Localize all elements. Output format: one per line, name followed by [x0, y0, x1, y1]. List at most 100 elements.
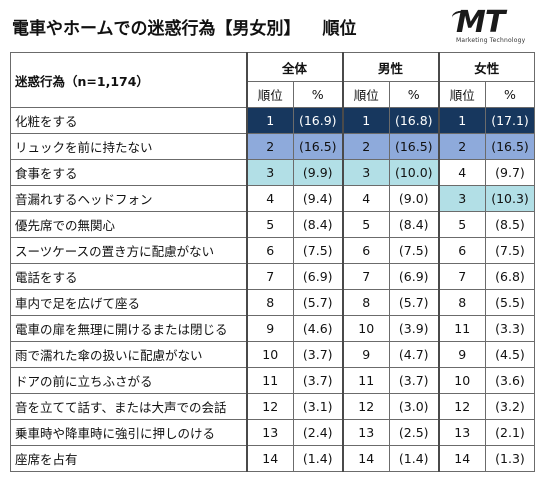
rank-cell-female: 7 — [437, 263, 486, 290]
rank-cell-male: 12 — [341, 393, 390, 420]
rank-cell-female: 1 — [437, 107, 486, 134]
rank-cell-total: 11 — [245, 367, 294, 394]
rank-cell-total: 5 — [245, 211, 294, 238]
rank-cell-male: 3 — [341, 159, 390, 186]
pct-cell-female: (5.5) — [485, 289, 535, 316]
table-row: 雨で濡れた傘の扱いに配慮がない 10 (3.7) 9 (4.7) 9 (4.5) — [10, 341, 535, 368]
rank-cell-total: 3 — [245, 159, 294, 186]
pct-cell-total: (16.5) — [293, 133, 343, 160]
pct-cell-female: (6.8) — [485, 263, 535, 290]
pct-cell-male: (1.4) — [389, 445, 439, 472]
pct-cell-female: (10.3) — [485, 185, 535, 212]
rank-cell-female: 4 — [437, 159, 486, 186]
pct-cell-female: (9.7) — [485, 159, 535, 186]
title-main: 電車やホームでの迷惑行為【男女別】 — [12, 19, 301, 39]
title-rank: 順位 — [322, 19, 357, 39]
pct-cell-female: (3.2) — [485, 393, 535, 420]
rank-cell-female: 13 — [437, 419, 486, 446]
rank-cell-female: 10 — [437, 367, 486, 394]
pct-cell-male: (6.9) — [389, 263, 439, 290]
rank-cell-total: 9 — [245, 315, 294, 342]
ranking-table: 迷惑行為（n=1,174） 全体 男性 女性 順位 % 順位 % 順位 % 化粧… — [10, 52, 535, 472]
row-label: 音を立てて話す、または大声での会話 — [10, 393, 247, 420]
subheader-pct-female: % — [485, 81, 535, 108]
table-row: 音を立てて話す、または大声での会話 12 (3.1) 12 (3.0) 12 (3.2) — [10, 393, 535, 420]
pct-cell-male: (16.8) — [389, 107, 439, 134]
pct-cell-total: (9.4) — [293, 185, 343, 212]
row-label: 優先席での無関心 — [10, 211, 247, 238]
rank-cell-male: 1 — [341, 107, 390, 134]
pct-cell-total: (5.7) — [293, 289, 343, 316]
row-label: 音漏れするヘッドフォン — [10, 185, 247, 212]
row-label: 雨で濡れた傘の扱いに配慮がない — [10, 341, 247, 368]
pct-cell-male: (9.0) — [389, 185, 439, 212]
pct-cell-female: (3.6) — [485, 367, 535, 394]
group-header-male: 男性 — [341, 52, 439, 82]
pct-cell-total: (1.4) — [293, 445, 343, 472]
pct-cell-male: (2.5) — [389, 419, 439, 446]
rank-cell-male: 5 — [341, 211, 390, 238]
pct-cell-total: (8.4) — [293, 211, 343, 238]
table-row: 食事をする 3 (9.9) 3 (10.0) 4 (9.7) — [10, 159, 535, 186]
rank-cell-male: 10 — [341, 315, 390, 342]
table-row: リュックを前に持たない 2 (16.5) 2 (16.5) 2 (16.5) — [10, 133, 535, 160]
row-label: 化粧をする — [10, 107, 247, 134]
table-row: 電話をする 7 (6.9) 7 (6.9) 7 (6.8) — [10, 263, 535, 290]
subheader-pct-total: % — [293, 81, 343, 108]
row-label: 食事をする — [10, 159, 247, 186]
pct-cell-male: (3.7) — [389, 367, 439, 394]
rank-cell-female: 3 — [437, 185, 486, 212]
rank-cell-female: 2 — [437, 133, 486, 160]
rank-cell-total: 7 — [245, 263, 294, 290]
rank-cell-male: 8 — [341, 289, 390, 316]
table-row: 乗車時や降車時に強引に押しのける 13 (2.4) 13 (2.5) 13 (2.1) — [10, 419, 535, 446]
rank-cell-total: 8 — [245, 289, 294, 316]
table-corner-header: 迷惑行為（n=1,174） — [10, 52, 247, 108]
row-label: スーツケースの置き方に配慮がない — [10, 237, 247, 264]
rank-cell-total: 1 — [245, 107, 294, 134]
table-row: 電車の扉を無理に開けるまたは閉じる 9 (4.6) 10 (3.9) 11 (3.3) — [10, 315, 535, 342]
rank-cell-female: 11 — [437, 315, 486, 342]
row-label: 車内で足を広げて座る — [10, 289, 247, 316]
rank-cell-female: 8 — [437, 289, 486, 316]
pct-cell-total: (3.1) — [293, 393, 343, 420]
group-header-female: 女性 — [437, 52, 535, 82]
pct-cell-total: (3.7) — [293, 341, 343, 368]
page-title: 電車やホームでの迷惑行為【男女別】 順位 — [12, 14, 357, 40]
rank-cell-female: 6 — [437, 237, 486, 264]
table-row: 音漏れするヘッドフォン 4 (9.4) 4 (9.0) 3 (10.3) — [10, 185, 535, 212]
rank-cell-total: 12 — [245, 393, 294, 420]
row-label: 電話をする — [10, 263, 247, 290]
table-body: 化粧をする 1 (16.9) 1 (16.8) 1 (17.1) リュックを前に持たない 2 (1… — [10, 107, 535, 472]
rank-cell-total: 4 — [245, 185, 294, 212]
company-logo: MT Marketing Technology — [450, 6, 544, 44]
pct-cell-female: (4.5) — [485, 341, 535, 368]
pct-cell-female: (2.1) — [485, 419, 535, 446]
pct-cell-total: (9.9) — [293, 159, 343, 186]
pct-cell-male: (5.7) — [389, 289, 439, 316]
subheader-rank-male: 順位 — [341, 81, 390, 108]
table-row: 化粧をする 1 (16.9) 1 (16.8) 1 (17.1) — [10, 107, 535, 134]
pct-cell-total: (2.4) — [293, 419, 343, 446]
row-label: 座席を占有 — [10, 445, 247, 472]
pct-cell-male: (8.4) — [389, 211, 439, 238]
rank-cell-total: 2 — [245, 133, 294, 160]
pct-cell-total: (7.5) — [293, 237, 343, 264]
rank-cell-male: 6 — [341, 237, 390, 264]
pct-cell-female: (1.3) — [485, 445, 535, 472]
logo-subtitle: Marketing Technology — [456, 37, 526, 44]
rank-cell-male: 13 — [341, 419, 390, 446]
pct-cell-female: (3.3) — [485, 315, 535, 342]
rank-cell-female: 9 — [437, 341, 486, 368]
rank-cell-male: 7 — [341, 263, 390, 290]
rank-cell-total: 14 — [245, 445, 294, 472]
rank-cell-female: 14 — [437, 445, 486, 472]
rank-cell-male: 14 — [341, 445, 390, 472]
pct-cell-female: (7.5) — [485, 237, 535, 264]
rank-cell-male: 4 — [341, 185, 390, 212]
rank-cell-male: 2 — [341, 133, 390, 160]
pct-cell-male: (7.5) — [389, 237, 439, 264]
table-row: 車内で足を広げて座る 8 (5.7) 8 (5.7) 8 (5.5) — [10, 289, 535, 316]
rank-cell-male: 9 — [341, 341, 390, 368]
table-row: 優先席での無関心 5 (8.4) 5 (8.4) 5 (8.5) — [10, 211, 535, 238]
